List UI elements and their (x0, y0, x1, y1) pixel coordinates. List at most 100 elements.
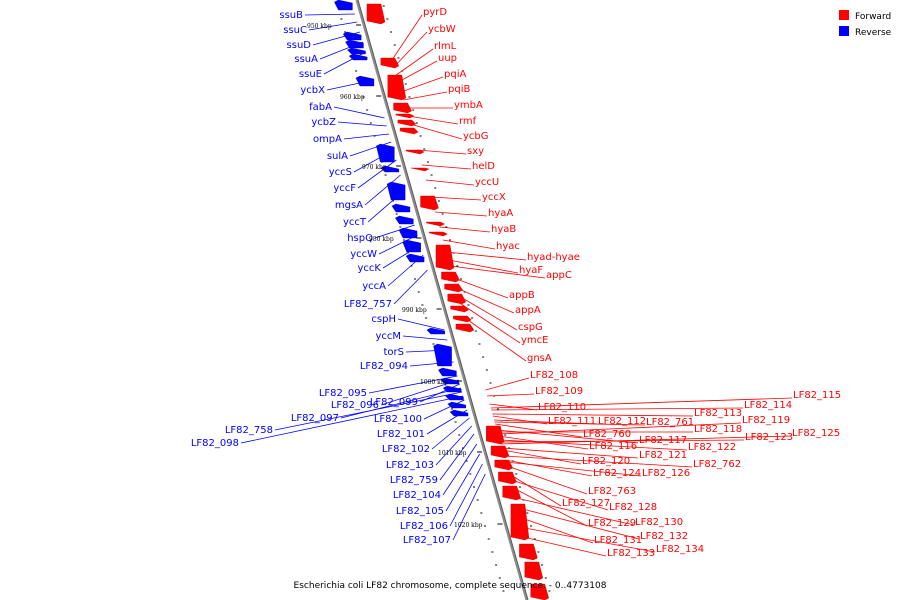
forward-gene-label[interactable]: hyad-hyae (527, 252, 580, 263)
forward-gene-feature[interactable] (387, 74, 407, 101)
reverse-gene-label[interactable]: hspQ (347, 233, 373, 244)
reverse-gene-feature[interactable] (376, 143, 395, 163)
reverse-gene-feature[interactable] (386, 181, 406, 201)
forward-gene-feature[interactable] (426, 221, 445, 227)
reverse-gene-label[interactable]: ssuE (299, 69, 322, 80)
forward-gene-feature[interactable] (502, 485, 521, 501)
forward-gene-label[interactable]: LF82_122 (688, 442, 736, 453)
reverse-gene-feature[interactable] (426, 327, 445, 335)
reverse-gene-label[interactable]: LF82_103 (386, 460, 434, 471)
forward-gene-feature[interactable] (510, 503, 530, 541)
forward-gene-label[interactable]: LF82_117 (639, 435, 687, 446)
reverse-gene-label[interactable]: yccK (358, 263, 382, 274)
reverse-gene-feature[interactable] (447, 401, 466, 409)
reverse-gene-feature[interactable] (395, 215, 414, 225)
reverse-gene-feature[interactable] (334, 0, 353, 11)
reverse-gene-label[interactable]: LF82_095 (319, 388, 367, 399)
forward-gene-label[interactable]: LF82_128 (609, 502, 657, 513)
forward-gene-label[interactable]: pyrD (423, 7, 447, 18)
reverse-gene-label[interactable]: yccA (362, 281, 386, 292)
forward-gene-label[interactable]: LF82_127 (562, 498, 610, 509)
forward-gene-label[interactable]: uup (438, 53, 457, 64)
forward-gene-label[interactable]: rlmL (434, 41, 457, 52)
reverse-gene-label[interactable]: LF82_101 (377, 429, 425, 440)
forward-gene-feature[interactable] (444, 283, 463, 293)
reverse-gene-label[interactable]: LF82_102 (382, 444, 430, 455)
forward-gene-label[interactable]: LF82_132 (640, 531, 688, 542)
forward-gene-label[interactable]: LF82_761 (646, 417, 694, 428)
forward-gene-label[interactable]: rmf (459, 116, 477, 127)
forward-gene-feature[interactable] (380, 57, 400, 69)
forward-gene-label[interactable]: cspG (518, 322, 543, 333)
forward-gene-label[interactable]: pqiA (444, 69, 466, 80)
reverse-gene-label[interactable]: LF82_096 (331, 400, 379, 411)
forward-gene-label[interactable]: appC (546, 270, 572, 281)
forward-gene-label[interactable]: LF82_131 (594, 535, 642, 546)
reverse-gene-label[interactable]: LF82_105 (396, 506, 444, 517)
reverse-gene-label[interactable]: ssuB (279, 10, 303, 21)
forward-gene-label[interactable]: LF82_125 (792, 428, 840, 439)
reverse-gene-label[interactable]: sulA (327, 151, 348, 162)
forward-gene-label[interactable]: hyaF (519, 265, 543, 276)
forward-gene-feature[interactable] (453, 315, 472, 323)
forward-gene-feature[interactable] (435, 244, 455, 271)
reverse-gene-feature[interactable] (391, 203, 411, 213)
forward-gene-feature[interactable] (530, 583, 549, 600)
forward-gene-label[interactable]: ycbW (428, 24, 456, 35)
forward-gene-feature[interactable] (399, 127, 419, 135)
forward-gene-feature[interactable] (393, 102, 412, 114)
forward-gene-label[interactable]: LF82_120 (582, 456, 630, 467)
reverse-gene-label[interactable]: ycbZ (311, 117, 336, 128)
forward-gene-label[interactable]: LF82_108 (530, 370, 578, 381)
forward-gene-label[interactable]: appA (515, 305, 541, 316)
reverse-gene-feature[interactable] (402, 239, 421, 253)
forward-gene-feature[interactable] (447, 293, 466, 305)
reverse-gene-feature[interactable] (440, 377, 460, 385)
forward-gene-label[interactable]: ymbA (454, 100, 483, 111)
forward-gene-label[interactable]: hyac (496, 241, 520, 252)
forward-gene-label[interactable]: LF82_115 (793, 390, 841, 401)
forward-gene-label[interactable]: LF82_134 (656, 544, 704, 555)
forward-gene-feature[interactable] (420, 195, 439, 211)
reverse-gene-label[interactable]: ssuA (294, 54, 318, 65)
reverse-gene-label[interactable]: LF82_107 (403, 535, 451, 546)
reverse-gene-label[interactable]: LF82_104 (393, 490, 441, 501)
reverse-gene-label[interactable]: ssuD (287, 40, 312, 51)
forward-gene-label[interactable]: LF82_110 (538, 402, 586, 413)
forward-gene-label[interactable]: LF82_763 (588, 486, 636, 497)
reverse-gene-feature[interactable] (355, 75, 375, 87)
forward-gene-label[interactable]: LF82_109 (535, 386, 583, 397)
forward-gene-feature[interactable] (450, 305, 469, 313)
reverse-gene-label[interactable]: ycbX (300, 85, 325, 96)
forward-gene-label[interactable]: LF82_121 (639, 450, 687, 461)
reverse-gene-label[interactable]: LF82_758 (225, 425, 273, 436)
forward-gene-feature[interactable] (429, 231, 448, 237)
forward-gene-label[interactable]: LF82_112 (598, 416, 646, 427)
forward-gene-feature[interactable] (486, 425, 505, 445)
forward-gene-feature[interactable] (498, 471, 517, 485)
forward-gene-label[interactable]: LF82_114 (744, 400, 792, 411)
reverse-gene-label[interactable]: LF82_098 (191, 438, 239, 449)
forward-gene-label[interactable]: LF82_124 (593, 468, 641, 479)
forward-gene-feature[interactable] (519, 543, 538, 561)
reverse-gene-label[interactable]: mgsA (335, 200, 363, 211)
reverse-gene-feature[interactable] (342, 31, 362, 41)
reverse-gene-label[interactable]: LF82_099 (370, 397, 418, 408)
forward-gene-feature[interactable] (410, 167, 430, 172)
reverse-gene-label[interactable]: cspH (371, 314, 396, 325)
reverse-gene-label[interactable]: yccS (329, 167, 352, 178)
forward-gene-label[interactable]: LF82_762 (693, 459, 741, 470)
reverse-gene-label[interactable]: LF82_757 (344, 299, 392, 310)
forward-gene-label[interactable]: LF82_129 (588, 518, 636, 529)
reverse-gene-label[interactable]: yccM (375, 331, 401, 342)
reverse-gene-label[interactable]: LF82_759 (390, 475, 438, 486)
forward-gene-feature[interactable] (441, 271, 460, 283)
forward-gene-feature[interactable] (490, 445, 510, 459)
reverse-gene-label[interactable]: LF82_100 (374, 414, 422, 425)
forward-gene-label[interactable]: pqiB (448, 84, 470, 95)
forward-gene-feature[interactable] (524, 561, 544, 581)
forward-gene-label[interactable]: appB (509, 290, 535, 301)
forward-gene-label[interactable]: ymcE (521, 335, 548, 346)
reverse-gene-label[interactable]: yccT (343, 217, 367, 228)
forward-gene-feature[interactable] (455, 323, 475, 333)
